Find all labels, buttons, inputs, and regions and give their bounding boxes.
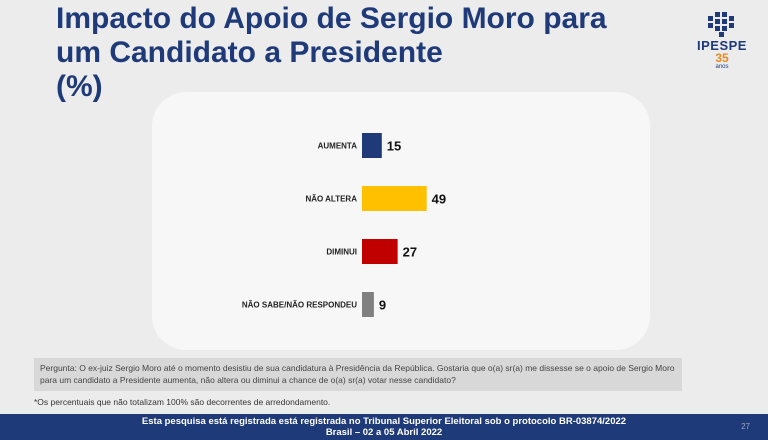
value-label-nao-altera: 49: [432, 192, 446, 207]
category-label-nao-altera: NÃO ALTERA: [305, 195, 357, 204]
ipespe-logo: IPESPE 35 anos: [694, 10, 750, 74]
question-text: Pergunta: O ex-juiz Sergio Moro até o mo…: [40, 363, 675, 385]
footer-registration: Esta pesquisa está registrada está regis…: [141, 416, 627, 427]
logo-mark-icon: [708, 12, 734, 37]
title-line-3: (%): [56, 70, 103, 103]
bar-chart: AUMENTA 15 NÃO ALTERA 49 DIMINUI 27 NÃO SABE/N…: [242, 133, 446, 317]
bar-nao-sabe-nao-respondeu: [362, 292, 374, 317]
logo-years: 35: [715, 51, 729, 65]
question-box: Pergunta: O ex-juiz Sergio Moro até o mo…: [34, 358, 682, 391]
category-label-diminui: DIMINUI: [326, 248, 357, 257]
value-label-aumenta: 15: [387, 139, 401, 154]
footer-dates: Brasil – 02 a 05 Abril 2022: [325, 427, 443, 438]
category-label-nao-sabe-nao-respondeu: NÃO SABE/NÃO RESPONDEU: [242, 301, 357, 310]
page-title: Impacto do Apoio de Sergio Moro para um …: [56, 2, 656, 104]
footnote: *Os percentuais que não totalizam 100% s…: [34, 397, 331, 407]
logo-brand: IPESPE: [697, 38, 747, 53]
value-label-nao-sabe-nao-respondeu: 9: [379, 298, 386, 313]
category-label-aumenta: AUMENTA: [318, 142, 358, 151]
bar-diminui: [362, 239, 398, 264]
value-label-diminui: 27: [403, 245, 417, 260]
logo-anos: anos: [715, 64, 729, 70]
chart-panel: AUMENTA 15 NÃO ALTERA 49 DIMINUI 27 NÃO SABE/N…: [152, 92, 650, 350]
title-line-2: um Candidato a Presidente: [56, 36, 443, 69]
footer-bar: Esta pesquisa está registrada está regis…: [0, 414, 768, 440]
page-number: 27: [741, 422, 750, 431]
bar-nao-altera: [362, 186, 427, 211]
title-line-1: Impacto do Apoio de Sergio Moro para: [56, 2, 607, 35]
bar-aumenta: [362, 133, 382, 158]
